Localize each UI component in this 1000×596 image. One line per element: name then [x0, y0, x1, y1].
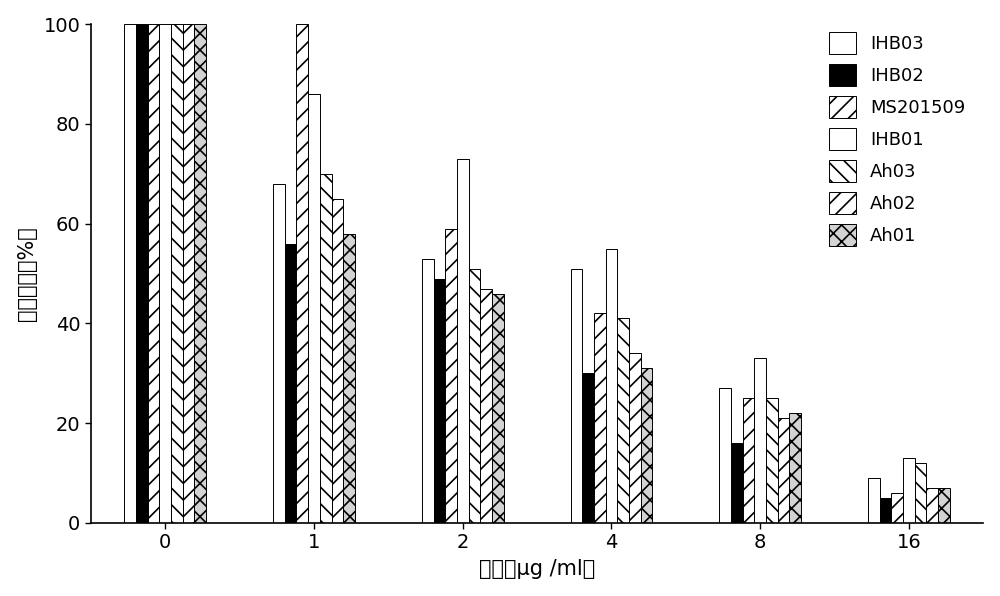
Bar [296, 24, 308, 523]
Bar [194, 24, 206, 523]
Legend: IHB03, IHB02, MS201509, IHB01, Ah03, Ah02, Ah01: IHB03, IHB02, MS201509, IHB01, Ah03, Ah0… [819, 23, 974, 255]
Bar [343, 234, 355, 523]
Bar [903, 458, 915, 523]
Bar [629, 353, 641, 523]
Bar [915, 463, 926, 523]
Bar [136, 24, 148, 523]
Bar [124, 24, 136, 523]
Bar [457, 159, 469, 523]
Bar [926, 488, 938, 523]
Bar [754, 358, 766, 523]
Bar [308, 94, 320, 523]
Bar [766, 398, 778, 523]
Bar [891, 493, 903, 523]
Bar [273, 184, 285, 523]
Bar [778, 418, 789, 523]
Y-axis label: 溶血比例（%）: 溶血比例（%） [17, 226, 37, 321]
Bar [159, 24, 171, 523]
Bar [480, 288, 492, 523]
Bar [469, 269, 480, 523]
Bar [171, 24, 183, 523]
Bar [880, 498, 891, 523]
Bar [719, 389, 731, 523]
Bar [148, 24, 159, 523]
Bar [183, 24, 194, 523]
Bar [641, 368, 652, 523]
Bar [743, 398, 754, 523]
Bar [434, 278, 445, 523]
Bar [422, 259, 434, 523]
Bar [332, 198, 343, 523]
Bar [731, 443, 743, 523]
Bar [445, 229, 457, 523]
Bar [320, 174, 332, 523]
Bar [606, 249, 617, 523]
Bar [789, 413, 801, 523]
Bar [285, 244, 296, 523]
Bar [617, 318, 629, 523]
Bar [492, 293, 504, 523]
X-axis label: 浓度（μg /ml）: 浓度（μg /ml） [479, 559, 595, 579]
Bar [938, 488, 950, 523]
Bar [594, 313, 606, 523]
Bar [571, 269, 582, 523]
Bar [582, 373, 594, 523]
Bar [868, 478, 880, 523]
